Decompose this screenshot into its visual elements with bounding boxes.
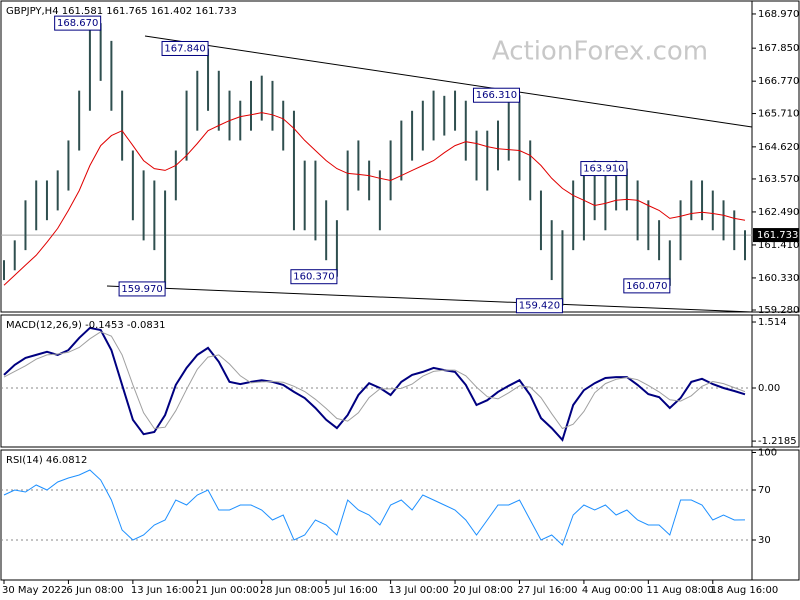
panel-title: RSI(14) 46.0812 xyxy=(6,455,87,466)
panel xyxy=(0,314,800,448)
annotation-label: 166.310 xyxy=(476,90,517,101)
watermark: ActionForex.com xyxy=(492,37,708,67)
annotation-box xyxy=(472,87,520,103)
x-tick-label: 5 Jul 16:00 xyxy=(324,585,378,596)
annotation-box xyxy=(515,298,563,314)
annotation-box xyxy=(54,15,102,31)
series-line xyxy=(3,112,746,286)
y-tick-label: 163.570 xyxy=(758,174,799,185)
last-price-box xyxy=(753,228,799,243)
x-tick-label: 28 Jun 08:00 xyxy=(260,585,324,596)
annotation-label: 159.420 xyxy=(519,301,560,312)
y-tick-label: 0.00 xyxy=(758,383,780,394)
x-tick-label: 6 Jun 08:00 xyxy=(66,585,123,596)
annotation-label: 163.910 xyxy=(583,164,624,175)
annotation-label: 167.840 xyxy=(164,43,205,54)
x-tick-label: 18 Aug 16:00 xyxy=(711,585,778,596)
trend-line xyxy=(144,35,753,128)
y-tick-label: 166.770 xyxy=(758,76,799,87)
annotation-box xyxy=(580,161,628,177)
y-tick-label: 100 xyxy=(758,448,777,459)
annotation-box xyxy=(161,40,209,56)
x-tick-label: 13 Jul 00:00 xyxy=(389,585,449,596)
x-tick-label: 4 Aug 00:00 xyxy=(582,585,643,596)
annotation-label: 168.670 xyxy=(57,18,98,29)
x-tick-label: 30 May 2022 xyxy=(2,585,67,596)
series-line xyxy=(3,326,746,442)
y-tick-label: 30 xyxy=(758,535,771,546)
annotation-box xyxy=(118,281,166,297)
annotation-box xyxy=(623,278,671,294)
x-tick-label: 13 Jun 16:00 xyxy=(131,585,195,596)
trend-line xyxy=(106,285,753,313)
series-line xyxy=(3,331,746,430)
x-tick-label: 21 Jun 00:00 xyxy=(195,585,259,596)
panel-title: GBPJPY,H4 161.581 161.765 161.402 161.73… xyxy=(6,6,237,17)
y-tick-label: 161.410 xyxy=(758,240,799,251)
x-tick-label: 11 Aug 08:00 xyxy=(646,585,713,596)
panel xyxy=(0,449,800,581)
y-tick-label: 159.280 xyxy=(758,305,799,316)
series-line xyxy=(3,469,746,546)
annotation-box xyxy=(290,269,338,285)
y-tick-label: 164.620 xyxy=(758,142,799,153)
annotation-label: 160.370 xyxy=(293,272,334,283)
y-tick-label: 160.330 xyxy=(758,273,799,284)
panel-title: MACD(12,26,9) -0.1453 -0.0831 xyxy=(6,320,166,331)
y-tick-label: 162.490 xyxy=(758,207,799,218)
y-tick-label: 168.970 xyxy=(758,9,799,20)
y-tick-label: 165.710 xyxy=(758,109,799,120)
y-tick-label: -1.2185 xyxy=(758,436,797,447)
last-price-label: 161.733 xyxy=(757,230,798,241)
x-tick-label: 27 Jul 16:00 xyxy=(517,585,577,596)
annotation-label: 159.970 xyxy=(121,284,162,295)
y-tick-label: 167.850 xyxy=(758,43,799,54)
annotation-label: 160.070 xyxy=(626,281,667,292)
panel xyxy=(0,0,800,313)
y-tick-label: 70 xyxy=(758,485,771,496)
x-tick-label: 20 Jul 08:00 xyxy=(453,585,513,596)
y-tick-label: 1.514 xyxy=(758,317,787,328)
